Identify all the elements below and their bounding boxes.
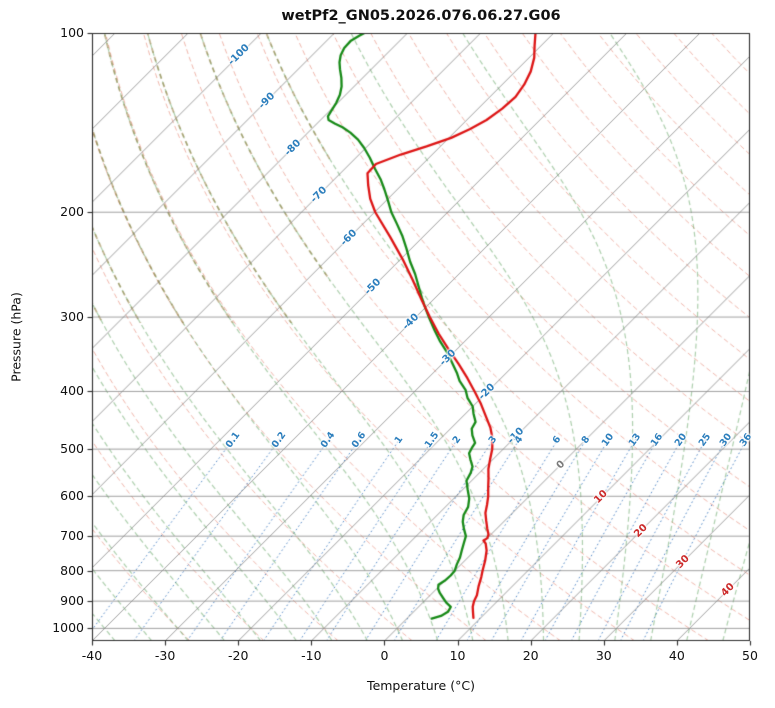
x-tick-label: -40 [81, 648, 103, 663]
x-tick-label: 0 [380, 648, 389, 663]
y-tick-label: 200 [60, 204, 84, 220]
y-tick-label: 400 [60, 383, 84, 399]
y-tick-label: 800 [60, 562, 84, 578]
x-tick-label: 40 [668, 648, 685, 663]
y-axis-label: Pressure (hPa) [8, 292, 24, 382]
y-tick-label: 900 [60, 593, 84, 609]
y-tick-label: 500 [60, 441, 84, 457]
x-tick-label: -20 [228, 648, 249, 663]
chart-title: wetPf2_GN05.2026.076.06.27.G06 [281, 8, 561, 24]
x-tick-label: 10 [449, 648, 466, 663]
x-tick-label: -30 [154, 648, 176, 663]
y-tick-label: 100 [60, 25, 84, 40]
y-tick-label: 1000 [52, 620, 84, 636]
x-tick-label: 20 [522, 648, 539, 663]
y-tick-label: 700 [60, 528, 84, 544]
x-tick-label: -10 [301, 648, 322, 663]
x-axis-label: Temperature (°C) [367, 678, 475, 693]
x-tick-label: 30 [595, 648, 612, 663]
x-tick-label: 50 [742, 648, 758, 663]
y-tick-label: 600 [60, 488, 84, 504]
y-tick-label: 300 [60, 309, 84, 325]
